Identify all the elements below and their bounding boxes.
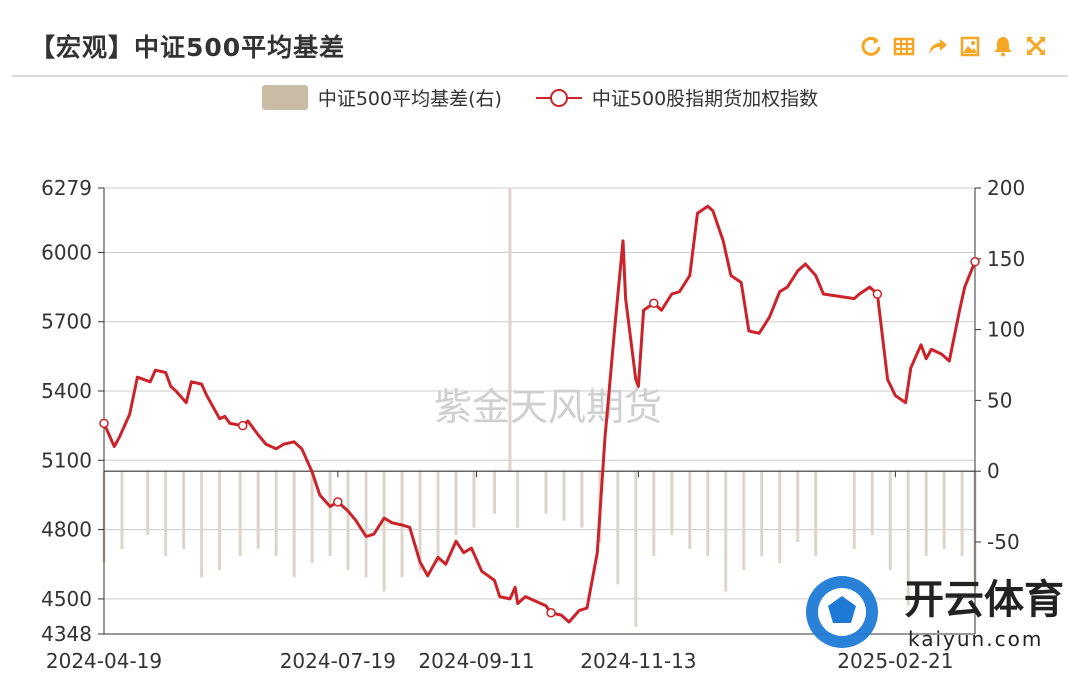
basis-bar (616, 471, 620, 585)
data-table-icon[interactable] (892, 34, 916, 58)
chart-title: 【宏观】中证500平均基差 (30, 33, 346, 62)
x-tick-label-4: 2025-02-21 (837, 649, 953, 673)
basis-bar (724, 471, 728, 592)
y-right-tick-label-2: 100 (987, 318, 1025, 342)
y-left-tick-label-6: 4500 (41, 587, 92, 611)
x-tick-label-0: 2024-04-19 (46, 649, 162, 673)
basis-bar (182, 471, 186, 550)
y-left-tick-label-4: 5100 (41, 448, 92, 472)
save-image-icon[interactable] (958, 34, 982, 58)
share-icon[interactable] (925, 34, 949, 58)
basis-bar (364, 471, 368, 578)
basis-bar (852, 471, 856, 550)
header-divider (12, 75, 1068, 77)
index-line-series (99, 204, 980, 624)
y-right-tick-label-4: 0 (987, 459, 1000, 483)
basis-bar (670, 471, 674, 535)
basis-bar (580, 471, 584, 528)
legend-swatch-line (535, 88, 582, 107)
index-marker (546, 608, 556, 618)
y-right-tick-label-3: 50 (987, 388, 1012, 412)
basis-bar (310, 471, 314, 564)
basis-bar (544, 471, 548, 514)
axes: 6279 6000 5700 5400 5100 4800 4500 4348 200 150 10… (41, 176, 1025, 673)
index-marker (237, 420, 248, 431)
watermark: 紫金天风期货 (434, 385, 662, 429)
basis-bar (652, 471, 656, 557)
legend-item-index[interactable]: 中证500股指期货加权指数 (535, 84, 819, 111)
chart-legend: 中证500平均基差(右) 中证500股指期货加权指数 (0, 84, 1080, 111)
basis-bar (760, 471, 764, 557)
basis-bar (274, 471, 278, 557)
basis-bar (508, 188, 512, 472)
y-right-tick-label-1: 150 (987, 247, 1025, 271)
basis-bar (472, 471, 476, 528)
y-left-tick-label-0: 6279 (41, 176, 92, 200)
basis-bar (493, 471, 497, 514)
x-tick-label-2: 2024-09-11 (418, 649, 534, 673)
basis-bar (688, 471, 692, 550)
basis-bar (888, 471, 892, 571)
y-right-tick-label-0: 200 (987, 176, 1025, 200)
basis-bar (924, 471, 928, 557)
y-left-tick-label-5: 4800 (41, 518, 92, 542)
index-marker (970, 256, 980, 267)
basis-bar (164, 471, 168, 557)
y-left-tick-label-1: 6000 (41, 240, 92, 264)
basis-bar (146, 471, 150, 535)
fullscreen-icon[interactable] (1024, 34, 1048, 58)
basis-bar (562, 471, 566, 521)
basis-bar (200, 471, 204, 578)
basis-bar (238, 471, 242, 557)
logo-domain: kaiyun.com (908, 627, 1043, 651)
legend-label-basis: 中证500平均基差(右) (317, 88, 502, 110)
basis-bar (634, 471, 638, 627)
index-marker (649, 298, 659, 309)
index-marker (99, 418, 109, 429)
basis-bar (256, 471, 260, 550)
x-tick-label-3: 2024-11-13 (580, 649, 696, 673)
chart-toolbar (859, 34, 1048, 58)
refresh-icon[interactable] (859, 34, 883, 58)
basis-bar (218, 471, 222, 571)
basis-bar (906, 471, 910, 606)
basis-bar (418, 471, 422, 571)
index-marker (333, 497, 343, 507)
alert-bell-icon[interactable] (991, 34, 1015, 58)
x-tick-label-1: 2024-07-19 (280, 649, 396, 673)
legend-swatch-bar (261, 85, 308, 110)
basis-bar (706, 471, 710, 557)
basis-bar (796, 471, 800, 542)
basis-bar (742, 471, 746, 571)
basis-bar (778, 471, 782, 564)
legend-label-index: 中证500股指期货加权指数 (591, 88, 819, 110)
index-marker (872, 289, 883, 299)
basis-bar (328, 471, 332, 557)
basis-bar (346, 471, 350, 571)
basis-bar (120, 471, 124, 550)
basis-bar (454, 471, 458, 535)
basis-bar (814, 471, 818, 557)
basis-bar (870, 471, 874, 535)
y-left-tick-label-7: 4348 (41, 622, 92, 646)
y-right-tick-label-5: -50 (987, 530, 1020, 554)
logo-name: 开云体育 (904, 577, 1064, 623)
y-left-tick-label-2: 5700 (41, 310, 92, 334)
basis-bar (382, 471, 386, 592)
basis-bar (960, 471, 964, 557)
brand-logo: 开云体育 kaiyun.com (806, 576, 1064, 651)
basis-bar (942, 471, 946, 550)
chart-header: 【宏观】中证500平均基差 (0, 0, 1080, 78)
logo-pentagon (828, 596, 856, 623)
basis-bar (436, 471, 440, 564)
basis-bar (292, 471, 296, 578)
basis-bar (516, 471, 520, 528)
legend-item-basis[interactable]: 中证500平均基差(右) (261, 84, 502, 111)
y-left-tick-label-3: 5400 (41, 379, 92, 403)
